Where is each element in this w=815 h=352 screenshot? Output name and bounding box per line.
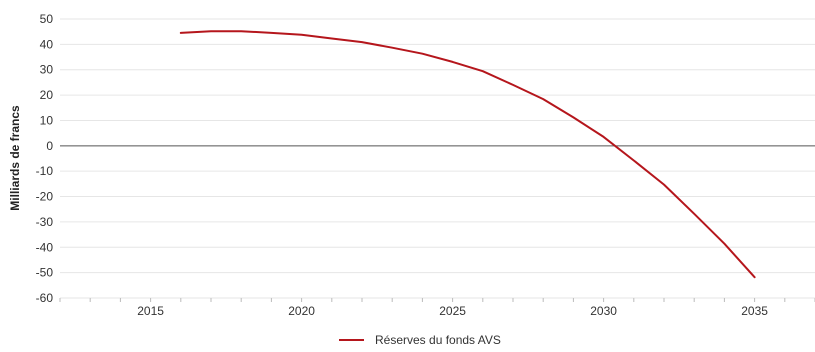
y-tick-label: -30	[36, 215, 54, 229]
y-axis-ticks: 50 40 30 20 10 0 -10 -20 -30 -40 -50 -60	[36, 12, 54, 305]
y-tick-label: 30	[40, 63, 54, 77]
grid-lines	[60, 18, 815, 299]
y-tick-label: -20	[36, 190, 54, 204]
x-tick-label: 2020	[288, 304, 315, 318]
legend-label: Réserves du fonds AVS	[375, 333, 501, 347]
x-axis-ticks: 2015 2020 2025 2030 2035	[59, 298, 815, 318]
x-tick-label: 2030	[590, 304, 617, 318]
x-tick-label: 2015	[137, 304, 164, 318]
y-tick-label: 20	[40, 88, 54, 102]
y-axis-title: Milliards de francs	[8, 105, 22, 211]
y-tick-label: 10	[40, 113, 54, 127]
y-tick-label: -10	[36, 164, 54, 178]
y-tick-label: 40	[40, 37, 54, 51]
series-line	[179, 30, 756, 279]
y-tick-label: 0	[46, 139, 53, 153]
x-tick-label: 2025	[439, 304, 466, 318]
y-tick-label: -40	[36, 240, 54, 254]
series-lines	[179, 30, 756, 279]
y-tick-label: -50	[36, 266, 54, 280]
y-tick-label: -60	[36, 291, 54, 305]
x-tick-label: 2035	[741, 304, 768, 318]
legend: Réserves du fonds AVS	[339, 333, 501, 347]
y-tick-label: 50	[40, 12, 54, 26]
